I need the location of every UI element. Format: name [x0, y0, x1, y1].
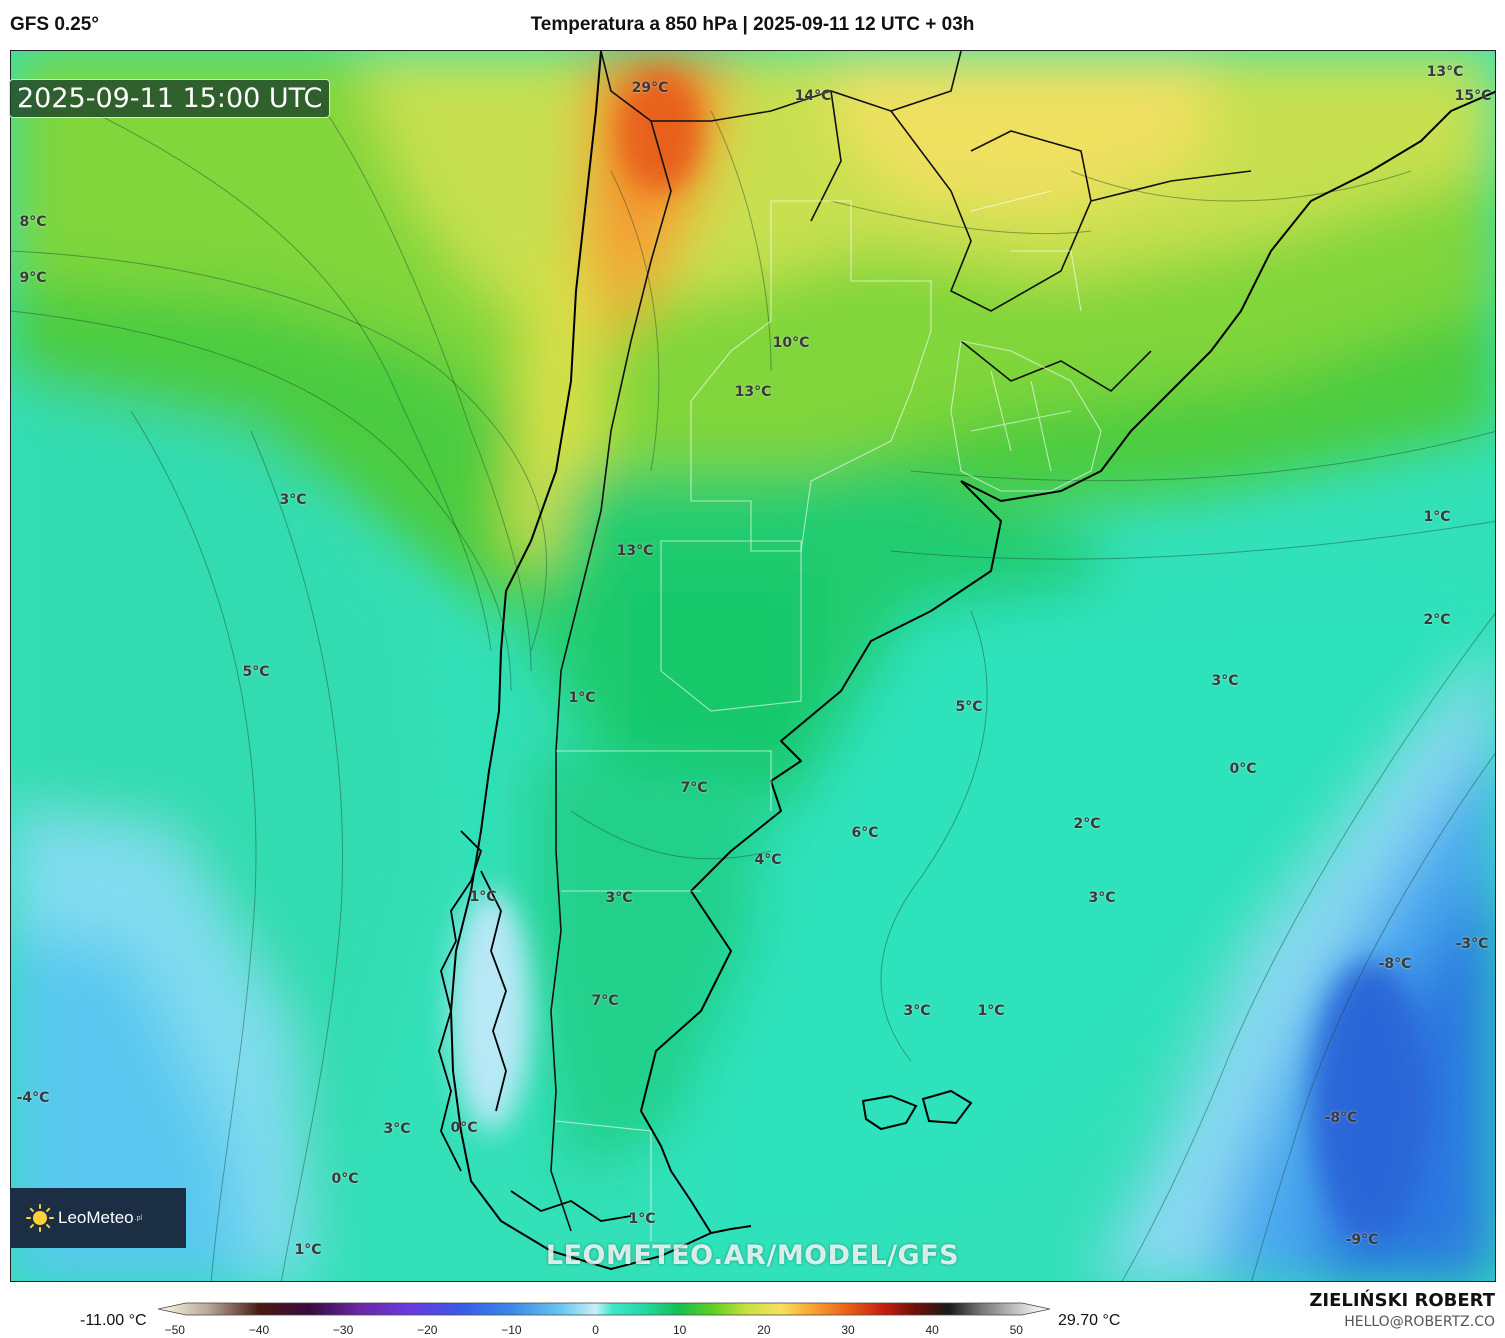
temp-label: 0°C — [450, 1120, 478, 1136]
colorbar-tick-label: −30 — [332, 1323, 354, 1337]
colorbar — [158, 1302, 1050, 1316]
temp-label: -8°C — [1324, 1110, 1358, 1126]
colorbar-tick-label: −20 — [417, 1323, 438, 1337]
sun-icon — [26, 1204, 54, 1232]
temperature-field — [11, 51, 1495, 1281]
colorbar-max-label: 29.70 °C — [1058, 1312, 1121, 1329]
model-name: GFS 0.25° — [10, 14, 99, 35]
temp-label: 3°C — [1211, 673, 1239, 689]
temp-label: 13°C — [734, 384, 772, 400]
colorbar-min-label: -11.00 °C — [80, 1312, 147, 1329]
temp-label: 13°C — [616, 543, 654, 559]
colorbar-tick-label: −40 — [248, 1323, 270, 1337]
temperature-map[interactable]: 29°C 14°C 13°C 15°C 8°C 9°C 10°C 13°C 3°… — [10, 50, 1496, 1282]
colorbar-tick-label: −10 — [501, 1323, 522, 1337]
colorbar-tick-label: 10 — [673, 1323, 687, 1337]
temp-label: 9°C — [19, 270, 47, 286]
temp-label: 1°C — [294, 1242, 322, 1258]
temp-label: 29°C — [631, 80, 669, 96]
temp-label: 4°C — [754, 852, 782, 868]
temp-label: 6°C — [851, 825, 879, 841]
valid-time-badge: 2025-09-11 15:00 UTC — [9, 79, 331, 118]
watermark-url: LEOMETEO.AR/MODEL/GFS — [545, 1240, 960, 1271]
colorbar-tick-label: 0 — [592, 1323, 599, 1337]
map-title: Temperatura a 850 hPa | 2025-09-11 12 UT… — [530, 14, 975, 35]
temp-label: 0°C — [331, 1171, 359, 1187]
temp-label: 13°C — [1426, 64, 1464, 80]
temp-label: -3°C — [1455, 936, 1489, 952]
temp-label: 2°C — [1073, 816, 1101, 832]
author-email: HELLO@ROBERTZ.CO — [1344, 1314, 1495, 1330]
temp-label: 0°C — [1229, 761, 1257, 777]
leometeo-logo[interactable]: LeoMeteo .pl — [10, 1188, 186, 1248]
temp-label: 3°C — [279, 492, 307, 508]
temp-label: 1°C — [628, 1211, 656, 1227]
colorbar-tick-label: 50 — [1009, 1323, 1023, 1337]
temp-label: -4°C — [16, 1090, 50, 1106]
temp-label: 2°C — [1423, 612, 1451, 628]
temp-label: 1°C — [977, 1003, 1005, 1019]
colorbar-tick-label: −50 — [164, 1323, 185, 1337]
temp-label: 10°C — [772, 335, 810, 351]
temp-label: 5°C — [242, 664, 270, 680]
temp-label: 1°C — [469, 889, 497, 905]
logo-name: LeoMeteo — [58, 1208, 134, 1227]
temp-label: 3°C — [903, 1003, 931, 1019]
colorbar-tick-label: 20 — [757, 1323, 771, 1337]
temp-label: -9°C — [1345, 1232, 1379, 1248]
temp-label: 8°C — [19, 214, 47, 230]
author-name: ZIELIŃSKI ROBERT — [1309, 1290, 1495, 1311]
temp-label: 15°C — [1454, 88, 1492, 104]
temp-label: 3°C — [383, 1121, 411, 1137]
colorbar-tick-label: 40 — [925, 1323, 939, 1337]
temp-label: 14°C — [794, 88, 832, 104]
temp-label: 7°C — [591, 993, 619, 1009]
temp-label: 1°C — [568, 690, 596, 706]
temp-label: -8°C — [1378, 956, 1412, 972]
logo-suffix: .pl — [134, 1214, 143, 1222]
temp-label: 3°C — [1088, 890, 1116, 906]
temp-label: 5°C — [955, 699, 983, 715]
temp-label: 3°C — [605, 890, 633, 906]
temp-label: 1°C — [1423, 509, 1451, 525]
temp-label: 7°C — [680, 780, 708, 796]
colorbar-tick-label: 30 — [841, 1323, 855, 1337]
